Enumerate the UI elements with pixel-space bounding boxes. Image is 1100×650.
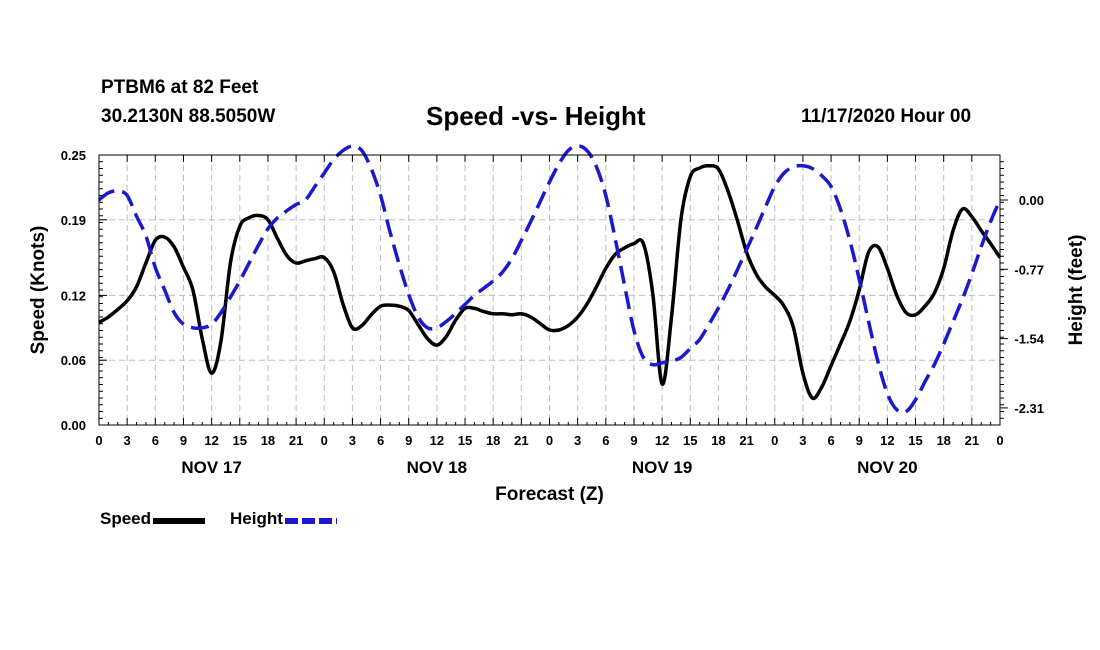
- x-tick-label: 0: [546, 433, 553, 448]
- x-tick-label: 12: [204, 433, 218, 448]
- legend-speed-swatch: [153, 518, 206, 524]
- x-tick-label: 21: [739, 433, 753, 448]
- legend-speed: Speed: [100, 508, 206, 530]
- y-axis-label: Speed (Knots): [28, 226, 49, 355]
- y-tick-label: 0.19: [61, 213, 86, 228]
- x-tick-label: 0: [95, 433, 102, 448]
- x-tick-label: 3: [574, 433, 581, 448]
- grid-layer: [99, 155, 1000, 425]
- y-tick-label: 0.00: [61, 418, 86, 433]
- x-axis-label: Forecast (Z): [495, 484, 604, 505]
- x-tick-label: 6: [827, 433, 834, 448]
- y-tick-label: 0.06: [61, 353, 86, 368]
- x-tick-label: 9: [856, 433, 863, 448]
- series-layer: [97, 144, 1002, 415]
- x-tick-label: 21: [289, 433, 303, 448]
- x-tick-label: 0: [771, 433, 778, 448]
- day-label: NOV 17: [181, 458, 241, 477]
- x-tick-label: 15: [458, 433, 472, 448]
- x-tick-label: 12: [655, 433, 669, 448]
- station-coordinates: 30.2130N 88.5050W: [101, 106, 276, 127]
- x-tick-label: 6: [152, 433, 159, 448]
- series-line-speed: [98, 164, 1002, 401]
- x-tick-label: 18: [711, 433, 725, 448]
- day-label: NOV 18: [407, 458, 467, 477]
- x-tick-label: 3: [799, 433, 806, 448]
- x-tick-label: 18: [486, 433, 500, 448]
- plot-frame: [98, 154, 1001, 426]
- x-tick-label: 15: [908, 433, 922, 448]
- legend-height-label: Height: [230, 509, 283, 528]
- y2-tick-label: 0.00: [1019, 193, 1044, 208]
- x-tick-label: 12: [880, 433, 894, 448]
- x-tick-label: 15: [683, 433, 697, 448]
- x-tick-label: 3: [349, 433, 356, 448]
- series-line-height: [97, 144, 1002, 415]
- x-tick-label: 9: [180, 433, 187, 448]
- y-tick-label: 0.25: [61, 148, 86, 163]
- x-tick-label: 15: [233, 433, 247, 448]
- x-tick-label: 0: [996, 433, 1003, 448]
- y2-tick-label: -1.54: [1014, 332, 1044, 347]
- legend-speed-label: Speed: [100, 509, 152, 528]
- x-tick-label: 6: [377, 433, 384, 448]
- x-tick-label: 18: [936, 433, 950, 448]
- x-tick-label: 6: [602, 433, 609, 448]
- axes-layer: 0 3 6 9 12 15 18 21 0 3 6 9 12 15 18 21 0 3 6 9 12 15 18 21 0 3 6 9…: [61, 148, 1045, 477]
- x-tick-label: 18: [261, 433, 275, 448]
- day-label: NOV 20: [857, 458, 917, 477]
- y2-tick-label: -0.77: [1014, 262, 1044, 277]
- chart-title: Speed -vs- Height: [426, 101, 646, 131]
- x-tick-label: 12: [430, 433, 444, 448]
- y-tick-label: 0.12: [61, 288, 86, 303]
- x-tick-label: 21: [965, 433, 979, 448]
- day-label: NOV 19: [632, 458, 692, 477]
- x-tick-label: 9: [630, 433, 637, 448]
- x-tick-label: 3: [124, 433, 131, 448]
- x-tick-label: 0: [321, 433, 328, 448]
- x-tick-label: 9: [405, 433, 412, 448]
- y2-tick-label: -2.31: [1014, 401, 1044, 416]
- x-tick-label: 21: [514, 433, 528, 448]
- legend-height: Height: [230, 508, 337, 530]
- legend-height-swatch: [284, 518, 337, 524]
- y2-axis-label: Height (feet): [1066, 235, 1087, 346]
- forecast-datetime: 11/17/2020 Hour 00: [801, 106, 972, 127]
- station-label: PTBM6 at 82 Feet: [101, 77, 259, 98]
